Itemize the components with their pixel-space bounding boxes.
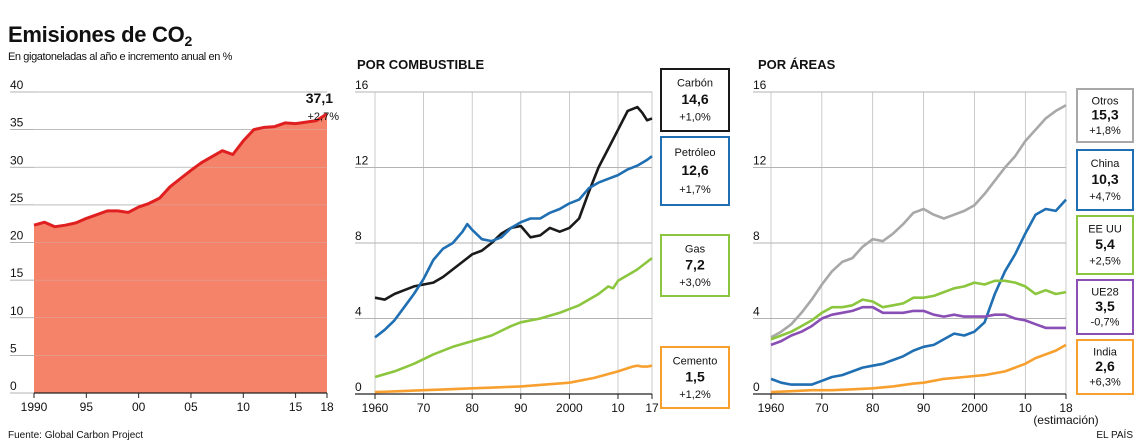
region-x-tick-label: 18 — [1059, 401, 1073, 415]
fuel-y-tick-label: 0 — [355, 380, 362, 394]
brand-logo: EL PAÍS — [1096, 430, 1133, 441]
total-latest-value: 37,1 — [306, 90, 333, 106]
region-legend-change-ee-uu: +2,5% — [1089, 256, 1121, 268]
region-legend-change-otros: +1,8% — [1089, 125, 1121, 137]
fuel-legend-box-cemento — [660, 346, 730, 409]
region-legend-change-india: +6,3% — [1089, 377, 1121, 389]
total-y-tick-label: 30 — [10, 153, 24, 167]
fuel-x-tick-label: 10 — [611, 401, 625, 415]
fuel-legend-box-carb-n — [660, 68, 730, 132]
region-x-tick-label: 70 — [815, 401, 829, 415]
fuel-y-tick-label: 12 — [355, 154, 369, 168]
fuel-legend-value-gas: 7,2 — [685, 257, 705, 273]
chart-title: Emisiones de CO2 — [8, 22, 192, 49]
total-y-tick-label: 20 — [10, 229, 24, 243]
total-y-tick-label: 40 — [10, 78, 24, 92]
fuel-x-tick-label: 17 — [645, 401, 659, 415]
region-y-tick-label: 12 — [753, 154, 767, 168]
region-legend-value-china: 10,3 — [1091, 171, 1118, 187]
region-legend-value-ue28: 3,5 — [1095, 298, 1115, 314]
fuel-legend-change-cemento: +1,2% — [679, 389, 711, 401]
fuel-x-tick-label: 70 — [417, 401, 431, 415]
region-legend-change-china: +4,7% — [1089, 191, 1121, 203]
region-y-tick-label: 0 — [753, 380, 760, 394]
region-x-tick-label: 1960 — [758, 401, 785, 415]
fuel-x-tick-label: 1960 — [362, 401, 389, 415]
fuel-legend-change-gas: +3,0% — [679, 277, 711, 289]
total-x-tick-label: 1990 — [21, 400, 48, 414]
fuel-legend-value-carb-n: 14,6 — [681, 91, 708, 107]
region-x-tick-label: 80 — [866, 401, 880, 415]
fuel-section-title: POR COMBUSTIBLE — [357, 57, 485, 72]
region-legend-name-ee-uu: EE UU — [1088, 224, 1122, 236]
region-x-note: (estimación) — [1033, 413, 1098, 427]
region-legend-value-otros: 15,3 — [1091, 107, 1118, 123]
fuel-legend-value-petr-leo: 12,6 — [681, 162, 708, 178]
region-legend-box-ue28 — [1076, 279, 1134, 335]
total-x-tick-label: 18 — [320, 400, 334, 414]
fuel-series-gas — [374, 257, 653, 379]
region-y-tick-label: 4 — [753, 305, 760, 319]
fuel-y-tick-label: 16 — [355, 78, 369, 92]
fuel-legend-name-petr-leo: Petróleo — [675, 147, 716, 159]
region-legend-value-ee-uu: 5,4 — [1095, 236, 1115, 252]
region-legend-name-otros: Otros — [1092, 95, 1119, 107]
fuel-series-cemento — [374, 364, 653, 394]
total-latest-change: +2,7% — [308, 111, 340, 123]
region-series-otros — [770, 104, 1067, 339]
region-series-ee-uu — [770, 279, 1067, 341]
total-x-tick-label: 10 — [237, 400, 251, 414]
total-x-tick-label: 95 — [80, 400, 94, 414]
region-legend-box-ee-uu — [1076, 215, 1134, 275]
region-section-title: POR ÁREAS — [758, 57, 836, 72]
region-series-india — [770, 343, 1067, 394]
fuel-x-tick-label: 2000 — [556, 401, 583, 415]
fuel-y-tick-label: 8 — [355, 229, 362, 243]
fuel-legend-box-gas — [660, 234, 730, 297]
fuel-legend-name-carb-n: Carbón — [677, 78, 713, 90]
total-emissions-line — [33, 112, 328, 229]
region-legend-box-otros — [1076, 88, 1134, 143]
region-legend-name-ue28: UE28 — [1091, 287, 1119, 299]
total-x-tick-label: 00 — [132, 400, 146, 414]
fuel-legend-box-petr-leo — [660, 136, 730, 206]
region-legend-box-china — [1076, 149, 1134, 211]
chart-subtitle: En gigatoneladas al año e incremento anu… — [8, 51, 232, 63]
total-y-tick-label: 25 — [10, 191, 24, 205]
source-note: Fuente: Global Carbon Project — [8, 430, 144, 441]
total-area-fill — [34, 113, 327, 394]
fuel-legend-value-cemento: 1,5 — [685, 369, 705, 385]
fuel-series-petr-leo — [374, 155, 653, 339]
fuel-legend-change-carb-n: +1,0% — [679, 112, 711, 124]
region-series-china — [770, 198, 1067, 386]
region-y-tick-label: 8 — [753, 229, 760, 243]
total-y-tick-label: 35 — [10, 116, 24, 130]
region-y-tick-label: 16 — [753, 78, 767, 92]
region-x-tick-label: 2000 — [961, 401, 988, 415]
total-y-tick-label: 0 — [10, 379, 17, 393]
fuel-legend-change-petr-leo: +1,7% — [679, 184, 711, 196]
total-y-tick-label: 15 — [10, 266, 24, 280]
region-legend-change-ue28: -0,7% — [1091, 317, 1120, 329]
region-legend-name-india: India — [1093, 347, 1118, 359]
region-legend-name-china: China — [1091, 158, 1121, 170]
region-x-tick-label: 90 — [917, 401, 931, 415]
fuel-legend-name-gas: Gas — [685, 243, 706, 255]
region-series-ue28 — [770, 305, 1066, 347]
total-x-tick-label: 15 — [289, 400, 303, 414]
region-x-tick-label: 10 — [1019, 401, 1033, 415]
total-y-tick-label: 5 — [10, 341, 17, 355]
fuel-legend-name-cemento: Cemento — [673, 355, 718, 367]
total-x-tick-label: 05 — [184, 400, 198, 414]
region-legend-value-india: 2,6 — [1095, 358, 1115, 374]
fuel-series-carb-n — [374, 105, 653, 301]
fuel-y-tick-label: 4 — [355, 305, 362, 319]
fuel-x-tick-label: 80 — [466, 401, 480, 415]
region-legend-box-india — [1076, 339, 1134, 395]
fuel-x-tick-label: 90 — [514, 401, 528, 415]
total-y-tick-label: 10 — [10, 304, 24, 318]
